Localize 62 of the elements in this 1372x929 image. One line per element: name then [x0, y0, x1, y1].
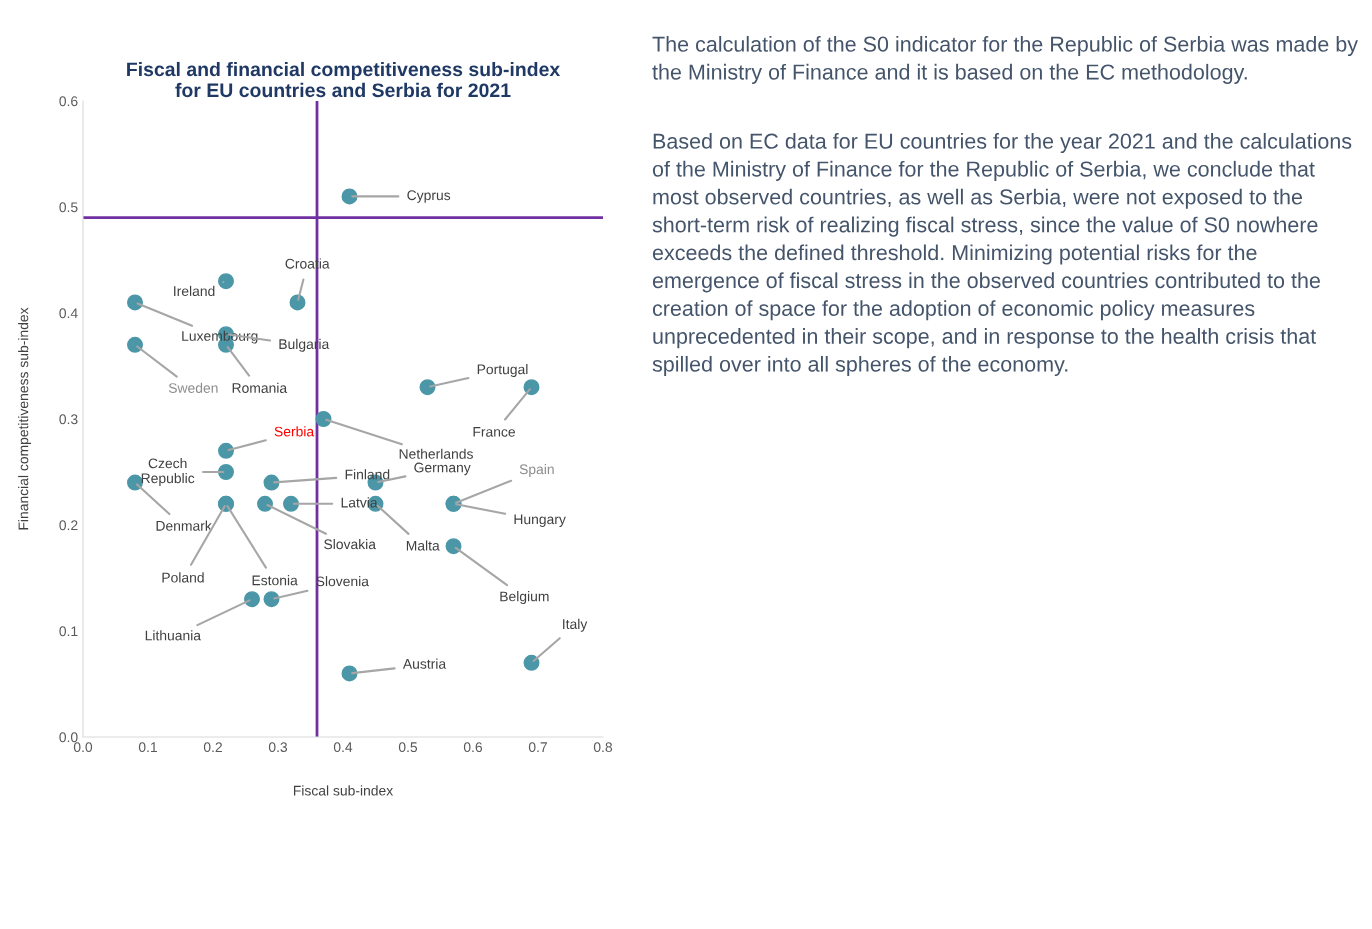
point [419, 379, 436, 396]
annotation: Denmark [156, 520, 212, 531]
x-tick-label: 0.3 [268, 742, 288, 753]
annotation: Poland [162, 572, 204, 583]
annotation: France [473, 427, 515, 437]
y-tick-label: 0.0 [59, 732, 78, 743]
point [263, 474, 280, 491]
y-axis-title: Financial competitiveness sub-index [18, 307, 32, 530]
x-tick-label: 0.2 [203, 742, 222, 753]
annotation: Hungary [514, 514, 566, 527]
annotation: Austria [402, 658, 447, 669]
text: The calculation of the S0 indicator for the Republic of Serbia was made by the Ministry of Finance and it is based on the EC methodology. [652, 36, 1358, 84]
annotation: Italy [563, 618, 588, 632]
annotation: Netherlands [399, 448, 473, 459]
annotation: Serbia [274, 426, 315, 437]
annotation: Belgium [500, 591, 549, 605]
point [218, 464, 234, 480]
y-tick-label: 0.6 [59, 96, 78, 107]
point [127, 474, 143, 491]
point [218, 442, 234, 459]
point [283, 495, 299, 512]
annotation: Finland [345, 469, 390, 480]
y-tick-label: 0.5 [59, 202, 78, 213]
y-tick-label: 0.1 [59, 626, 78, 637]
annotation: Czech Republic [141, 458, 195, 486]
annotation: Germany [414, 462, 471, 476]
point [244, 591, 260, 608]
annotation: Romania [232, 382, 288, 393]
text: Based on EC data for EU countries for the year 2021 and the calculations of the Ministry of Finance for the Republic of Serbia, we conclude that most observed countries, as well as Serbia, were not exposed to the short-term risk of realizing fiscal stress, since the value of S0 nowhere exceeds the defined threshold. Minimizing potential risks for the emergence of fiscal stress in the observed countries contributed to the creation of space for the adoption of economic policy measures unprecedented in their scope, and in response to the health crisis that spilled over into all spheres of the economy. [652, 133, 1352, 377]
point [218, 273, 234, 290]
annotation: Malta [406, 540, 440, 551]
x-tick-label: 0.5 [398, 742, 418, 753]
annotation: Cyprus [407, 190, 451, 203]
point [341, 188, 358, 205]
x-tick-label: 0.7 [528, 742, 547, 753]
x-axis-title: Fiscal sub-index [293, 785, 394, 796]
y-tick-label: 0.2 [59, 520, 78, 531]
point [445, 538, 462, 555]
x-tick-label: 0.0 [73, 742, 93, 753]
y-tick-label: 0.3 [59, 414, 78, 425]
point [341, 665, 358, 682]
y-tick-label: 0.4 [59, 308, 78, 319]
point [289, 294, 306, 311]
chart-title: Fiscal and financial competitiveness sub-index for EU countries and Serbia for 2021 [127, 61, 561, 98]
x-tick-label: 0.8 [593, 742, 613, 753]
annotation: Slovakia [324, 538, 376, 550]
point [315, 411, 332, 427]
annotation: Estonia [252, 575, 298, 586]
x-tick-label: 0.6 [463, 742, 483, 753]
annotation: Spain [519, 463, 554, 477]
annotation: Lithuania [145, 630, 202, 641]
annotation: Ireland [174, 285, 215, 297]
point [127, 336, 143, 353]
point [523, 654, 540, 671]
point [257, 495, 273, 512]
point [523, 379, 540, 396]
annotation: Portugal [477, 364, 528, 378]
annotation: Sweden [168, 382, 218, 393]
point [127, 294, 143, 311]
x-tick-label: 0.1 [138, 742, 157, 753]
point [263, 591, 280, 608]
x-tick-label: 0.4 [333, 742, 353, 753]
